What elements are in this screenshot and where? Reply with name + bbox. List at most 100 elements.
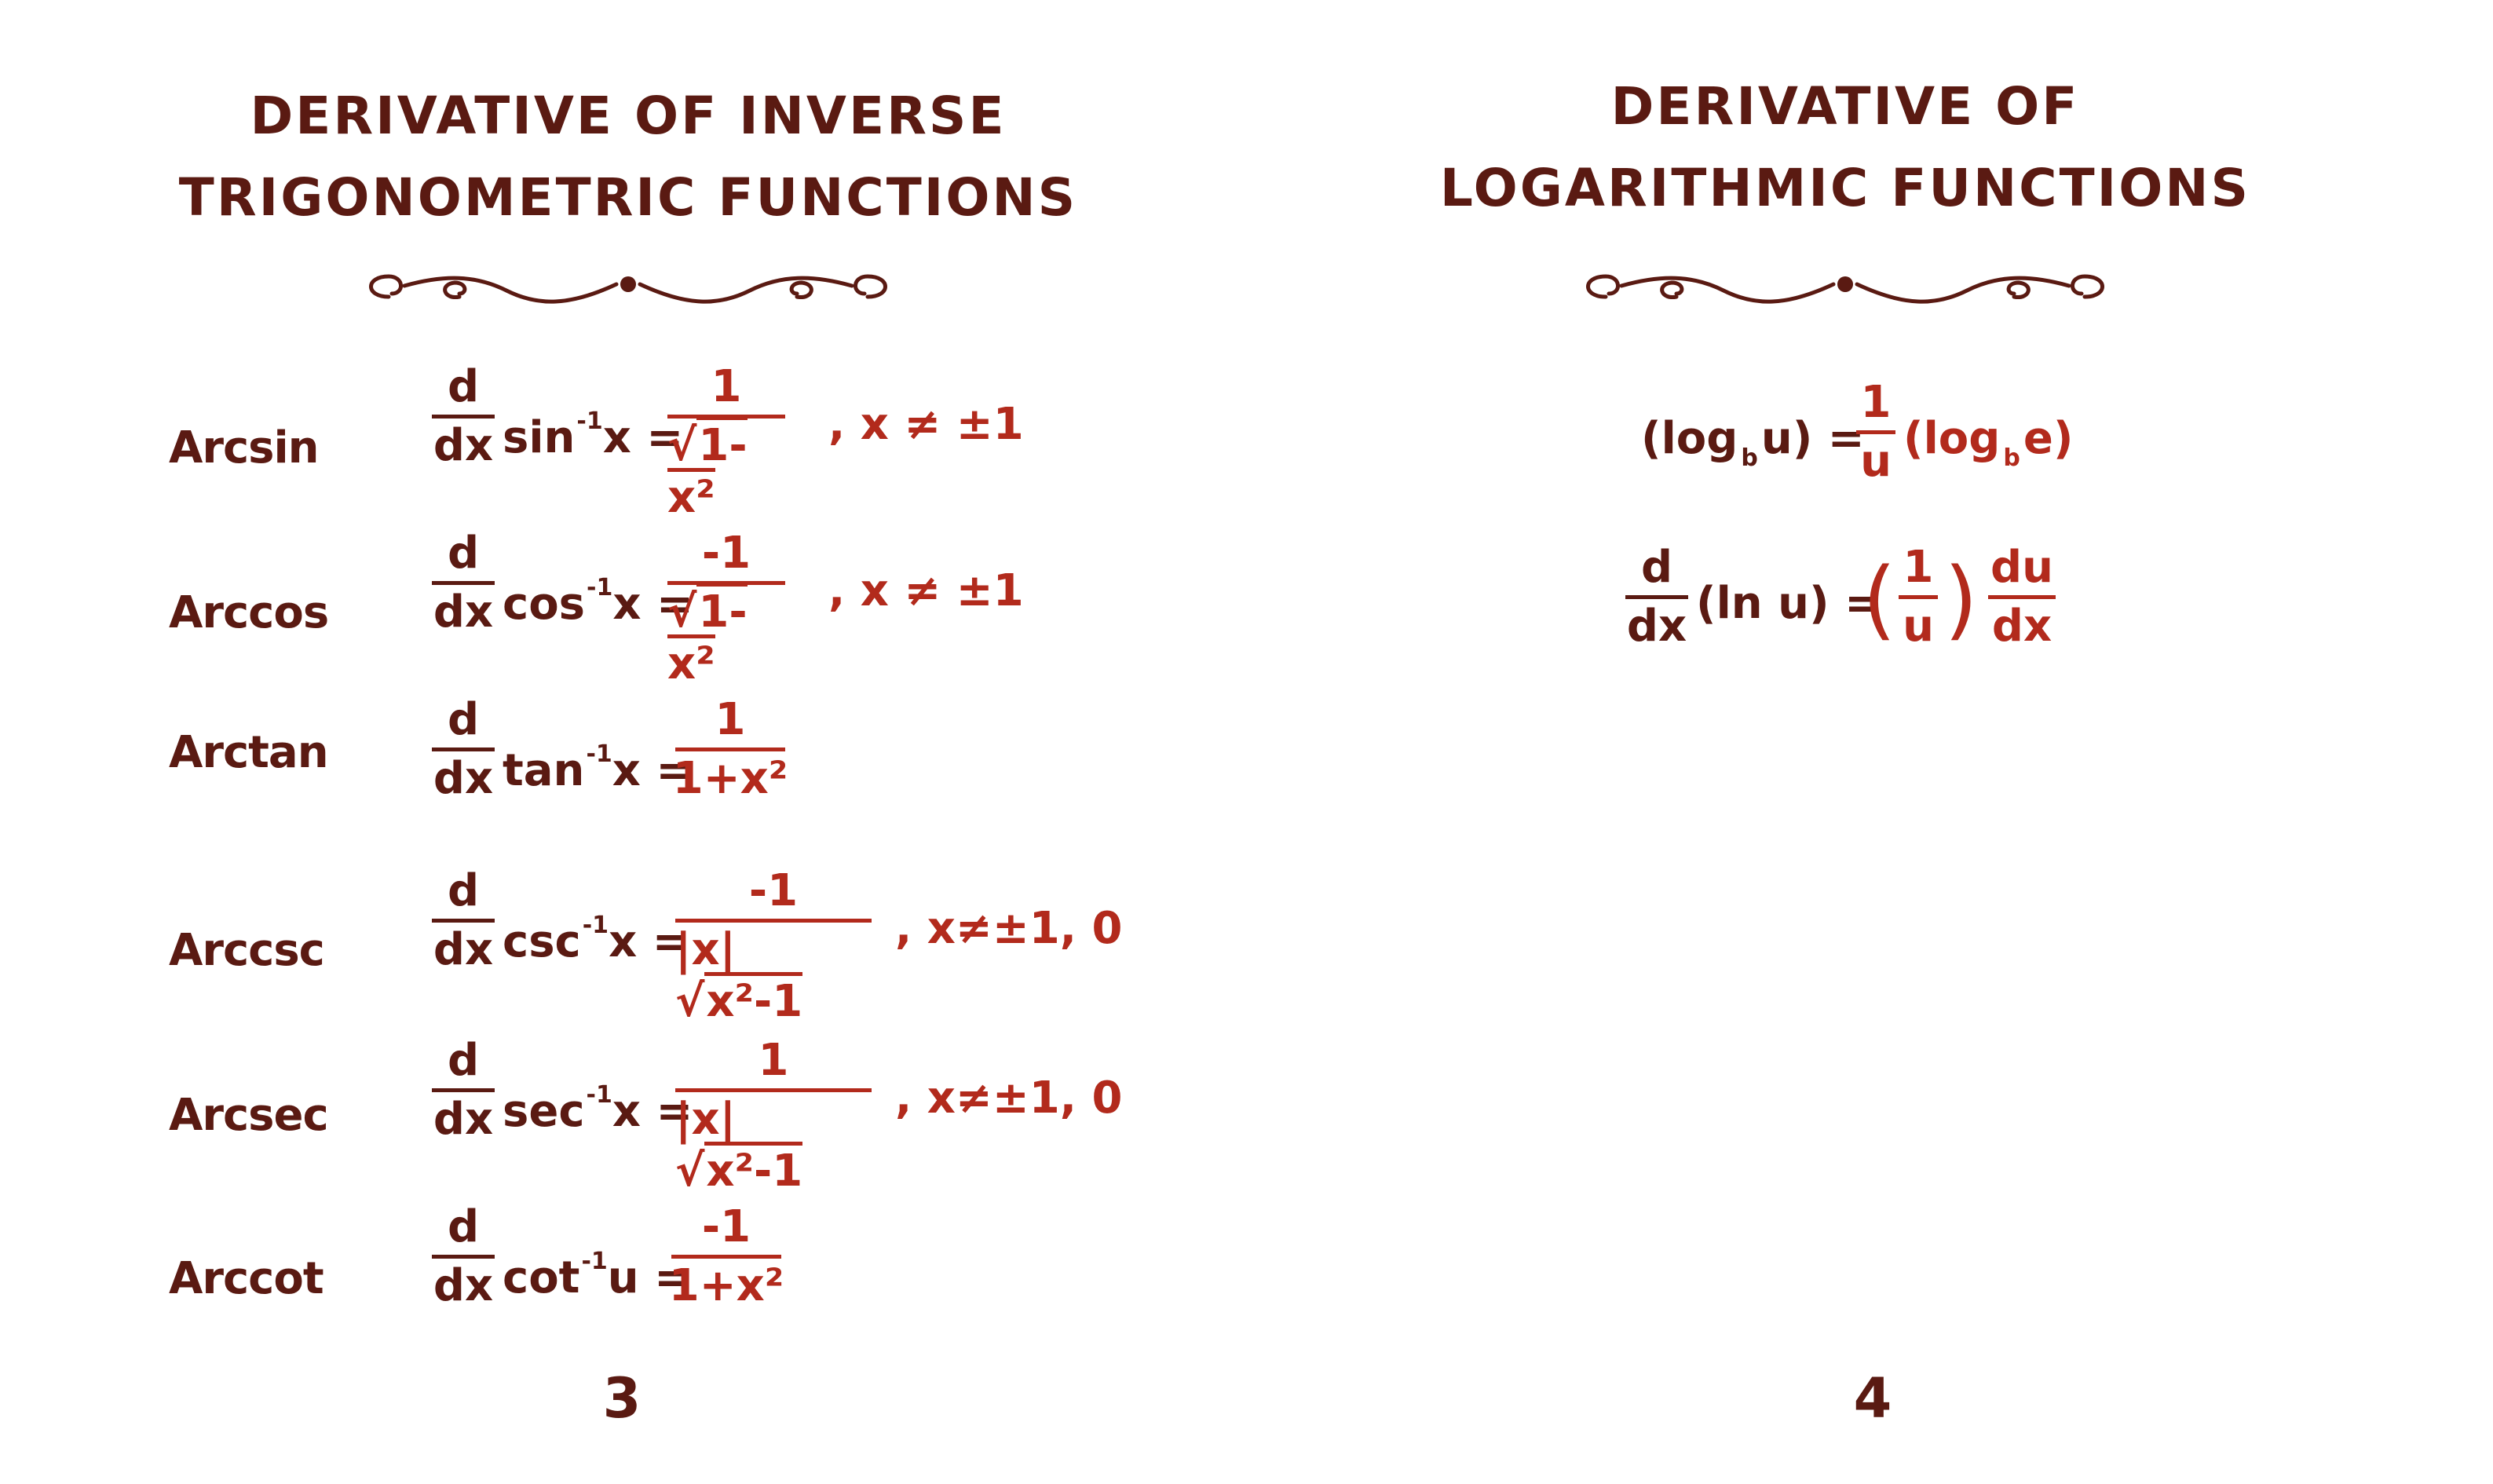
equals-sign: = [656,1086,693,1137]
trig-function: cos [503,579,585,630]
dx-symbol: dx [1991,601,2053,652]
domain-condition: , x≠±1, 0 [895,1073,1123,1124]
left-ornament-icon [369,274,887,304]
d-dx-fraction: d dx [432,528,495,638]
function-expression: cos-1x = [503,562,693,631]
result-fraction: 1 √1-x² [667,361,785,524]
d-symbol: d [447,865,480,916]
denominator: 1+x² [672,753,788,804]
d-symbol: d [447,1035,480,1086]
dx-symbol: dx [1626,601,1687,652]
d-dx-fraction: d dx [432,694,495,805]
dx-symbol: dx [433,587,494,638]
left-title-line1: DERIVATIVE OF INVERSE [250,86,1007,146]
denominator: |x| √x²-1 [675,1094,803,1197]
left-page-title: DERIVATIVE OF INVERSE TRIGONOMETRIC FUNC… [141,75,1115,239]
result-fraction: 1 |x| √x²-1 [675,1035,872,1197]
numerator: 1 [758,1035,789,1086]
inverse-exponent: -1 [586,740,612,768]
function-name: Arccsc [169,925,325,976]
function-expression: csc-1x = [503,900,689,968]
function-name: Arccot [169,1253,324,1304]
log-close: e) [2023,413,2074,464]
function-name: Arctan [169,727,329,778]
equals-sign: = [656,745,693,796]
function-expression: tan-1x = [503,729,693,797]
trig-function: cot [503,1252,580,1303]
du-dx-fraction: du dx [1988,542,2056,652]
abs-x: |x| [675,1094,737,1145]
numerator: 1 [1860,377,1892,428]
variable: u [607,1252,639,1303]
numerator: 1 [715,694,746,745]
sqrt-content: x²-1 [704,1142,803,1197]
equals-sign: = [646,412,684,463]
equals-sign: = [654,1252,692,1303]
d-dx-fraction: d dx [432,865,495,976]
trig-function: tan [503,745,585,796]
denominator: |x| √x²-1 [675,924,803,1027]
d-dx-fraction: d dx [432,1035,495,1146]
d-dx-fraction: d dx [432,1201,495,1312]
inverse-exponent: -1 [576,408,603,435]
function-name: Arcsec [169,1090,329,1141]
sqrt-content: x²-1 [704,972,803,1027]
domain-condition: , x≠±1, 0 [895,903,1123,954]
ln-lhs: (ln u) = [1696,578,1882,629]
variable: x [612,745,641,796]
d-symbol: d [447,361,480,412]
one-over-u-fraction: 1 u [1856,377,1895,488]
inverse-exponent: -1 [582,912,609,939]
result-fraction: -1 1+x² [669,1201,784,1312]
log-open: (log [1641,413,1738,464]
log-base: b [1741,444,1758,472]
log-base: b [2003,444,2020,472]
log-lhs: (log bu) = [1641,413,1865,484]
dx-symbol: dx [433,1094,494,1145]
page-number-left: 3 [602,1366,642,1431]
d-symbol: d [447,694,480,745]
dx-symbol: dx [433,1260,494,1311]
denominator: √1-x² [667,583,785,690]
right-page-title: DERIVATIVE OF LOGARITHMIC FUNCTIONS [1358,66,2332,229]
log-close: u) = [1760,413,1865,464]
d-symbol: d [447,528,480,579]
equals-sign: = [656,579,693,630]
trig-function: sin [503,412,576,463]
function-name: Arccos [169,587,329,638]
sqrt-content: 1-x² [667,583,748,689]
result-fraction: -1 |x| √x²-1 [675,865,872,1028]
numerator: 1 [711,361,742,412]
one-over-u-fraction: 1 u [1899,542,1938,652]
denominator: √1-x² [667,416,785,524]
inverse-exponent: -1 [586,1081,612,1109]
left-title-line2: TRIGONOMETRIC FUNCTIONS [178,167,1078,228]
inverse-exponent: -1 [587,574,613,601]
trig-function: csc [503,916,581,967]
function-name: Arcsin [169,422,320,473]
trig-function: sec [503,1086,585,1137]
d-dx-fraction: d dx [1625,542,1688,652]
log-rhs: (log be) [1903,413,2073,484]
right-title-line1: DERIVATIVE OF [1610,76,2080,137]
right-title-line2: LOGARITHMIC FUNCTIONS [1439,158,2251,218]
open-paren: ( [1862,549,1896,649]
d-symbol: d [1640,542,1673,593]
equals-sign: = [652,916,689,967]
result-fraction: -1 √1-x² [667,528,785,690]
log-open: (log [1903,413,2001,464]
du-symbol: du [1990,542,2053,593]
numerator: -1 [748,865,799,916]
dx-symbol: dx [433,924,494,975]
variable: x [609,916,638,967]
abs-x: |x| [675,924,737,975]
page-number-right: 4 [1853,1366,1892,1431]
variable: x [612,1086,641,1137]
variable: x [602,412,631,463]
sqrt-content: 1-x² [667,416,748,523]
d-dx-fraction: d dx [432,361,495,472]
close-paren: ) [1944,549,1978,649]
d-symbol: d [447,1201,480,1252]
numerator: -1 [701,1201,751,1252]
numerator: 1 [1903,542,1934,593]
